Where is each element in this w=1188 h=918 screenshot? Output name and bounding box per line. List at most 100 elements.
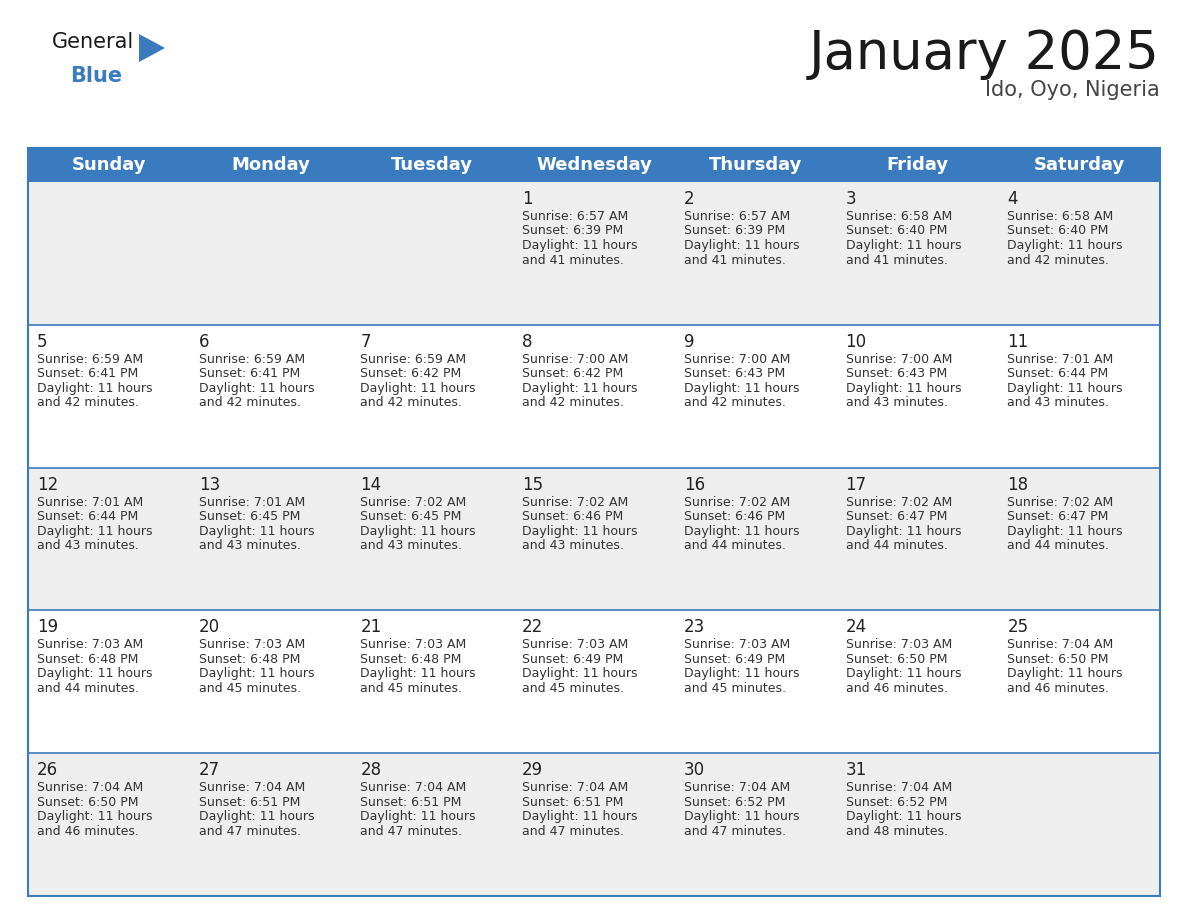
Text: Sunset: 6:49 PM: Sunset: 6:49 PM bbox=[523, 653, 624, 666]
Bar bbox=[998, 182, 1159, 325]
Bar bbox=[29, 467, 190, 610]
Text: Sunset: 6:52 PM: Sunset: 6:52 PM bbox=[684, 796, 785, 809]
Text: and 47 minutes.: and 47 minutes. bbox=[360, 824, 462, 838]
Bar bbox=[513, 467, 675, 610]
Text: and 44 minutes.: and 44 minutes. bbox=[684, 539, 785, 552]
Text: and 46 minutes.: and 46 minutes. bbox=[1007, 682, 1110, 695]
Text: and 43 minutes.: and 43 minutes. bbox=[523, 539, 624, 552]
Bar bbox=[836, 753, 998, 896]
Bar bbox=[675, 325, 836, 467]
Text: Sunset: 6:47 PM: Sunset: 6:47 PM bbox=[1007, 510, 1108, 523]
Bar bbox=[836, 467, 998, 610]
Text: Daylight: 11 hours: Daylight: 11 hours bbox=[684, 239, 800, 252]
Text: Daylight: 11 hours: Daylight: 11 hours bbox=[523, 667, 638, 680]
Bar bbox=[352, 467, 513, 610]
Text: Sunrise: 7:04 AM: Sunrise: 7:04 AM bbox=[37, 781, 144, 794]
Text: 21: 21 bbox=[360, 619, 381, 636]
Text: Sunrise: 7:03 AM: Sunrise: 7:03 AM bbox=[37, 638, 144, 652]
Bar bbox=[513, 753, 675, 896]
Text: Sunrise: 6:59 AM: Sunrise: 6:59 AM bbox=[198, 353, 305, 365]
Text: Sunrise: 6:57 AM: Sunrise: 6:57 AM bbox=[684, 210, 790, 223]
Text: Friday: Friday bbox=[886, 156, 948, 174]
Text: Sunrise: 7:03 AM: Sunrise: 7:03 AM bbox=[684, 638, 790, 652]
Text: and 45 minutes.: and 45 minutes. bbox=[684, 682, 785, 695]
Text: Sunset: 6:42 PM: Sunset: 6:42 PM bbox=[360, 367, 462, 380]
Text: Daylight: 11 hours: Daylight: 11 hours bbox=[523, 239, 638, 252]
Text: Sunset: 6:45 PM: Sunset: 6:45 PM bbox=[360, 510, 462, 523]
Text: Sunrise: 7:02 AM: Sunrise: 7:02 AM bbox=[1007, 496, 1113, 509]
Text: and 47 minutes.: and 47 minutes. bbox=[523, 824, 624, 838]
Text: Sunset: 6:48 PM: Sunset: 6:48 PM bbox=[37, 653, 138, 666]
Text: Sunset: 6:50 PM: Sunset: 6:50 PM bbox=[1007, 653, 1108, 666]
Text: and 44 minutes.: and 44 minutes. bbox=[1007, 539, 1110, 552]
Bar bbox=[352, 753, 513, 896]
Bar bbox=[675, 610, 836, 753]
Text: Daylight: 11 hours: Daylight: 11 hours bbox=[684, 811, 800, 823]
Text: Daylight: 11 hours: Daylight: 11 hours bbox=[360, 524, 476, 538]
Text: and 41 minutes.: and 41 minutes. bbox=[846, 253, 948, 266]
Text: and 41 minutes.: and 41 minutes. bbox=[684, 253, 785, 266]
Text: Daylight: 11 hours: Daylight: 11 hours bbox=[37, 382, 152, 395]
Bar bbox=[513, 325, 675, 467]
Text: Daylight: 11 hours: Daylight: 11 hours bbox=[523, 524, 638, 538]
Text: 14: 14 bbox=[360, 476, 381, 494]
Bar bbox=[352, 610, 513, 753]
Text: Sunset: 6:41 PM: Sunset: 6:41 PM bbox=[37, 367, 138, 380]
Text: Sunday: Sunday bbox=[71, 156, 146, 174]
Text: 6: 6 bbox=[198, 333, 209, 351]
Text: Thursday: Thursday bbox=[709, 156, 802, 174]
Text: Daylight: 11 hours: Daylight: 11 hours bbox=[684, 382, 800, 395]
Text: and 46 minutes.: and 46 minutes. bbox=[37, 824, 139, 838]
Bar bbox=[29, 148, 1159, 896]
Bar bbox=[352, 182, 513, 325]
Text: Sunset: 6:43 PM: Sunset: 6:43 PM bbox=[684, 367, 785, 380]
Bar bbox=[352, 325, 513, 467]
Text: Tuesday: Tuesday bbox=[391, 156, 473, 174]
Text: Sunset: 6:51 PM: Sunset: 6:51 PM bbox=[523, 796, 624, 809]
Text: Sunset: 6:39 PM: Sunset: 6:39 PM bbox=[523, 225, 624, 238]
Text: Sunset: 6:50 PM: Sunset: 6:50 PM bbox=[846, 653, 947, 666]
Text: Sunset: 6:46 PM: Sunset: 6:46 PM bbox=[684, 510, 785, 523]
Text: Sunset: 6:39 PM: Sunset: 6:39 PM bbox=[684, 225, 785, 238]
Text: 3: 3 bbox=[846, 190, 857, 208]
Text: Sunrise: 7:03 AM: Sunrise: 7:03 AM bbox=[198, 638, 305, 652]
Text: Sunset: 6:50 PM: Sunset: 6:50 PM bbox=[37, 796, 139, 809]
Text: Daylight: 11 hours: Daylight: 11 hours bbox=[684, 667, 800, 680]
Text: Sunrise: 7:02 AM: Sunrise: 7:02 AM bbox=[846, 496, 952, 509]
Text: 23: 23 bbox=[684, 619, 706, 636]
Text: Daylight: 11 hours: Daylight: 11 hours bbox=[37, 524, 152, 538]
Text: 2: 2 bbox=[684, 190, 695, 208]
Text: Daylight: 11 hours: Daylight: 11 hours bbox=[523, 382, 638, 395]
Text: Daylight: 11 hours: Daylight: 11 hours bbox=[360, 382, 476, 395]
Text: Sunset: 6:48 PM: Sunset: 6:48 PM bbox=[198, 653, 301, 666]
Text: Sunset: 6:42 PM: Sunset: 6:42 PM bbox=[523, 367, 624, 380]
Text: Sunrise: 7:02 AM: Sunrise: 7:02 AM bbox=[360, 496, 467, 509]
Text: and 44 minutes.: and 44 minutes. bbox=[846, 539, 948, 552]
Text: 31: 31 bbox=[846, 761, 867, 779]
Text: and 42 minutes.: and 42 minutes. bbox=[1007, 253, 1110, 266]
Text: Sunset: 6:49 PM: Sunset: 6:49 PM bbox=[684, 653, 785, 666]
Text: Daylight: 11 hours: Daylight: 11 hours bbox=[1007, 667, 1123, 680]
Text: Sunrise: 7:04 AM: Sunrise: 7:04 AM bbox=[198, 781, 305, 794]
Text: Saturday: Saturday bbox=[1034, 156, 1125, 174]
Bar bbox=[998, 610, 1159, 753]
Text: Sunrise: 7:04 AM: Sunrise: 7:04 AM bbox=[684, 781, 790, 794]
Text: Daylight: 11 hours: Daylight: 11 hours bbox=[198, 382, 314, 395]
Text: 7: 7 bbox=[360, 333, 371, 351]
Text: Sunrise: 7:04 AM: Sunrise: 7:04 AM bbox=[360, 781, 467, 794]
Text: Sunrise: 6:58 AM: Sunrise: 6:58 AM bbox=[846, 210, 952, 223]
Text: Ido, Oyo, Nigeria: Ido, Oyo, Nigeria bbox=[985, 80, 1159, 100]
Text: Sunrise: 7:01 AM: Sunrise: 7:01 AM bbox=[198, 496, 305, 509]
Text: Wednesday: Wednesday bbox=[536, 156, 652, 174]
Text: and 47 minutes.: and 47 minutes. bbox=[684, 824, 785, 838]
Text: Daylight: 11 hours: Daylight: 11 hours bbox=[1007, 524, 1123, 538]
Bar bbox=[29, 325, 190, 467]
Text: 26: 26 bbox=[37, 761, 58, 779]
Text: Sunrise: 7:00 AM: Sunrise: 7:00 AM bbox=[846, 353, 952, 365]
Text: Daylight: 11 hours: Daylight: 11 hours bbox=[846, 382, 961, 395]
Bar bbox=[513, 610, 675, 753]
Text: 28: 28 bbox=[360, 761, 381, 779]
Bar bbox=[998, 325, 1159, 467]
Text: 24: 24 bbox=[846, 619, 867, 636]
Text: and 43 minutes.: and 43 minutes. bbox=[37, 539, 139, 552]
